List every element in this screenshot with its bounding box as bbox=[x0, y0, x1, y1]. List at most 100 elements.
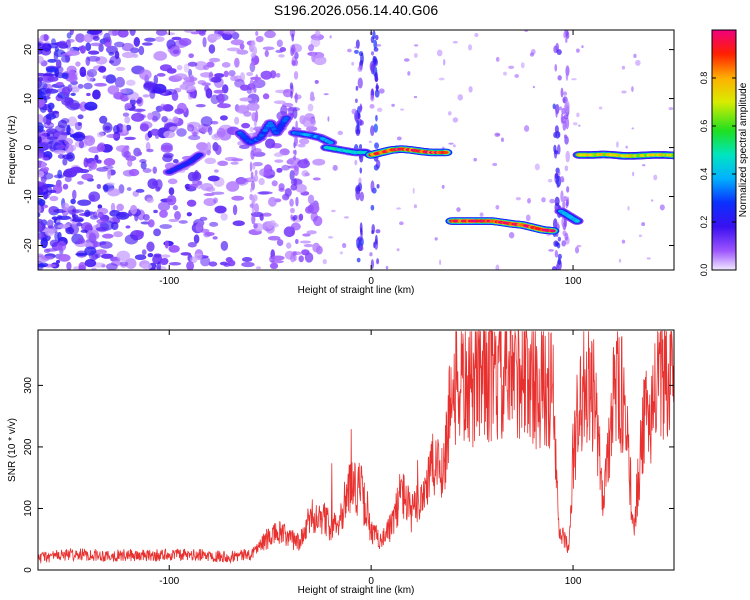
noise-blob bbox=[150, 110, 161, 121]
noise-streak bbox=[562, 199, 566, 210]
noise-blob bbox=[38, 114, 44, 125]
noise-blob bbox=[160, 144, 173, 153]
noise-streak bbox=[564, 165, 569, 172]
spectrogram-ytick-label: 0 bbox=[23, 144, 34, 150]
noise-blob bbox=[49, 195, 59, 202]
noise-streak bbox=[563, 31, 567, 39]
spectrogram-ytick-label: -10 bbox=[23, 189, 34, 204]
noise-blob bbox=[90, 42, 103, 47]
noise-blob bbox=[104, 41, 112, 48]
noise-blob bbox=[260, 70, 273, 80]
noise-blob bbox=[195, 222, 203, 233]
noise-blob bbox=[106, 133, 121, 139]
noise-blob bbox=[132, 53, 139, 58]
noise-blob bbox=[220, 212, 228, 221]
noise-blob bbox=[171, 36, 182, 41]
noise-blob bbox=[213, 169, 219, 173]
noise-blob bbox=[161, 257, 169, 265]
spectrogram-ytick-label: -20 bbox=[23, 238, 34, 253]
colorbar: 0.0 0.2 0.4 0.6 0.8 Normalized spectral ampl… bbox=[699, 29, 749, 276]
noise-blob bbox=[255, 35, 264, 43]
noise-blob bbox=[354, 159, 358, 166]
noise-streak bbox=[375, 229, 381, 234]
noise-blob bbox=[152, 166, 158, 174]
noise-streak bbox=[294, 59, 299, 66]
noise-streak bbox=[565, 150, 570, 163]
noise-blob bbox=[228, 70, 236, 77]
noise-streak bbox=[295, 196, 299, 207]
noise-blob bbox=[95, 249, 108, 255]
noise-streak bbox=[563, 97, 566, 104]
noise-blob bbox=[368, 140, 372, 144]
noise-blob bbox=[226, 47, 241, 52]
noise-blob bbox=[304, 172, 311, 177]
noise-blob bbox=[210, 191, 225, 195]
noise-streak bbox=[291, 33, 295, 42]
noise-blob bbox=[396, 248, 400, 252]
noise-streak bbox=[294, 238, 299, 245]
noise-streak bbox=[376, 258, 380, 265]
noise-blob bbox=[40, 255, 54, 261]
noise-blob bbox=[42, 157, 50, 161]
noise-blob bbox=[289, 198, 294, 207]
noise-blob bbox=[399, 221, 404, 226]
noise-blob bbox=[49, 239, 59, 247]
noise-blob bbox=[577, 124, 581, 127]
noise-blob bbox=[282, 88, 293, 98]
noise-blob bbox=[556, 221, 560, 228]
noise-blob bbox=[103, 158, 116, 167]
noise-streak bbox=[557, 75, 562, 81]
noise-streak bbox=[561, 116, 567, 124]
noise-blob bbox=[38, 170, 45, 178]
noise-streak bbox=[291, 59, 296, 66]
noise-blob bbox=[38, 50, 43, 55]
noise-blob bbox=[122, 112, 130, 117]
noise-blob bbox=[192, 131, 198, 136]
noise-blob bbox=[223, 70, 229, 78]
noise-blob bbox=[508, 231, 515, 239]
noise-blob bbox=[232, 204, 238, 216]
snr-panel: -100 0 100 0 100 200 300 Height of straight li… bbox=[7, 329, 675, 596]
noise-streak bbox=[293, 178, 298, 186]
noise-blob bbox=[369, 252, 373, 257]
noise-blob bbox=[46, 136, 59, 140]
noise-blob bbox=[447, 111, 452, 116]
noise-blob bbox=[267, 235, 281, 241]
noise-blob bbox=[142, 214, 150, 221]
noise-blob bbox=[38, 204, 42, 213]
noise-blob bbox=[219, 115, 228, 121]
track-point bbox=[278, 124, 285, 128]
noise-blob bbox=[134, 254, 147, 261]
noise-blob bbox=[262, 93, 270, 100]
noise-streak bbox=[560, 175, 565, 183]
noise-streak bbox=[255, 100, 258, 109]
snr-ytick-label: 0 bbox=[23, 567, 34, 573]
noise-blob bbox=[452, 117, 459, 123]
noise-blob bbox=[38, 153, 44, 159]
noise-streak bbox=[359, 191, 365, 202]
noise-blob bbox=[98, 65, 107, 73]
noise-blob bbox=[133, 36, 141, 47]
noise-blob bbox=[40, 237, 48, 249]
noise-blob bbox=[56, 259, 61, 264]
noise-blob bbox=[269, 70, 277, 79]
noise-blob bbox=[51, 216, 59, 221]
noise-blob bbox=[396, 207, 401, 210]
noise-blob bbox=[159, 224, 173, 229]
noise-blob bbox=[47, 102, 55, 110]
noise-blob bbox=[128, 168, 140, 177]
noise-blob bbox=[131, 112, 145, 122]
noise-blob bbox=[214, 73, 225, 79]
noise-blob bbox=[43, 34, 49, 42]
noise-blob bbox=[99, 241, 113, 249]
noise-blob bbox=[413, 44, 419, 47]
noise-blob bbox=[347, 48, 352, 53]
noise-streak bbox=[355, 85, 359, 91]
noise-blob bbox=[186, 199, 197, 207]
noise-streak bbox=[292, 215, 298, 221]
noise-streak bbox=[556, 49, 562, 56]
noise-blob bbox=[631, 127, 635, 130]
noise-blob bbox=[209, 221, 219, 227]
noise-blob bbox=[73, 266, 79, 270]
noise-blob bbox=[412, 187, 415, 194]
